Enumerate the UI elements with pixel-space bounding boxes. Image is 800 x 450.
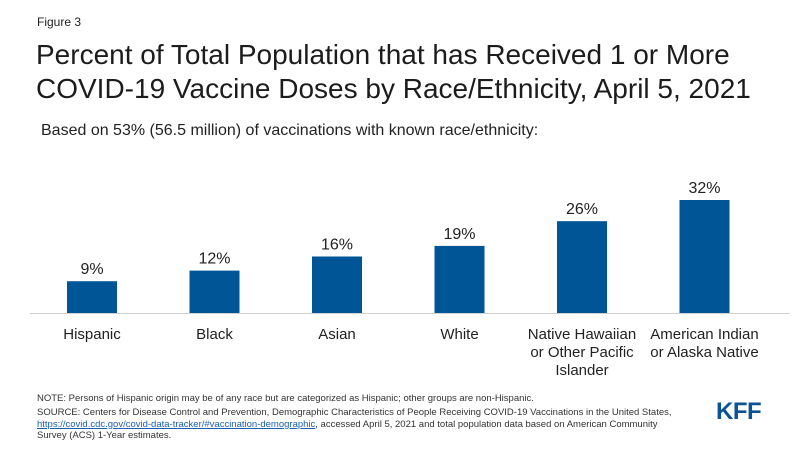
data-label: 9% (80, 261, 103, 278)
source-link[interactable]: https://covid.cdc.gov/covid-data-tracker… (37, 418, 316, 430)
data-label: 19% (443, 226, 475, 243)
category-label: Asian (318, 326, 356, 343)
category-label: Black (196, 326, 233, 343)
bar (679, 200, 730, 313)
figure-label: Figure 3 (37, 15, 82, 29)
data-label: 12% (198, 251, 230, 268)
category-label: White (440, 326, 478, 343)
bar (67, 281, 117, 313)
category-label: Hispanic (63, 326, 121, 343)
bar (557, 221, 607, 313)
category-label: or Other Pacific (530, 344, 634, 361)
chart-note: NOTE: Persons of Hispanic origin may be … (37, 393, 534, 404)
bar-chart: 9% Hispanic 12% Black 16% Asian 19% White 26% Nat… (30, 180, 790, 379)
category-label: or Alaska Native (650, 344, 758, 361)
data-label: 16% (321, 237, 353, 254)
chart-subtitle: Based on 53% (56.5 million) of vaccinati… (41, 122, 539, 139)
bar (434, 245, 485, 313)
chart-title: Percent of Total Population that has Rec… (36, 39, 751, 104)
kff-logo: KFF (716, 398, 762, 425)
chart-source: SOURCE: Centers for Disease Control and … (37, 407, 687, 442)
bar (189, 270, 240, 313)
data-label: 32% (688, 180, 720, 197)
category-label: Islander (555, 362, 608, 379)
category-label: Native Hawaiian (528, 326, 636, 343)
bar (312, 256, 362, 313)
data-label: 26% (566, 201, 598, 218)
category-label: American Indian (650, 326, 758, 343)
source-text-end: , accessed April 5, 2021 and total popul… (37, 418, 658, 442)
source-text: SOURCE: Centers for Disease Control and … (37, 407, 672, 418)
